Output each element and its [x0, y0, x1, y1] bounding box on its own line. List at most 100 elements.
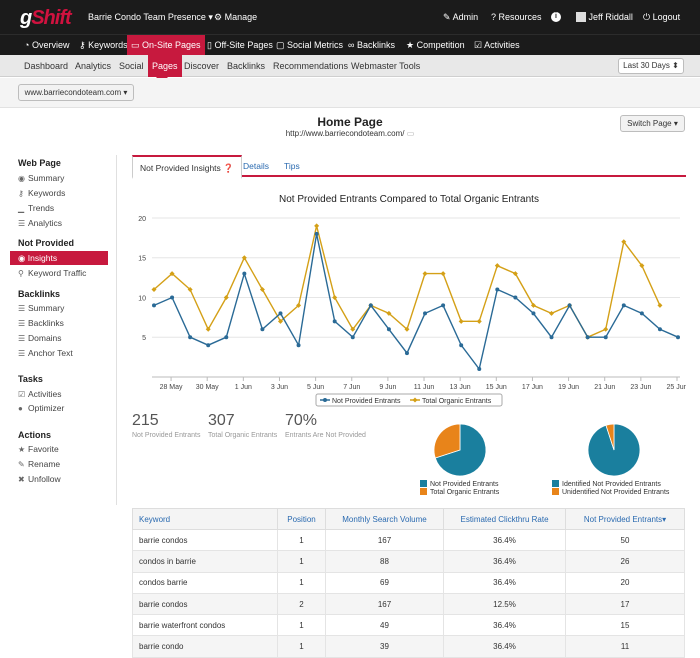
volume-cell: 88 — [325, 550, 444, 573]
data-point — [531, 311, 536, 316]
sidebar-item-analytics[interactable]: ☰ Analytics — [18, 218, 63, 228]
x-tick-label: 30 May — [196, 384, 219, 391]
main-nav: ◔ Overview ⚷ Keywords ▭ On-Site Pages ▯ … — [0, 34, 700, 56]
series-line-not-provided — [153, 233, 679, 371]
sidebar-item-keyword-traffic[interactable]: ⚲ Keyword Traffic — [18, 268, 87, 278]
entrants-cell: 50 — [565, 528, 685, 552]
nav-competition[interactable]: ★ Competition — [406, 40, 465, 50]
switch-page-button[interactable]: Switch Page ▾ — [620, 115, 685, 132]
sidebar-item-keywords[interactable]: ⚷ Keywords — [18, 188, 66, 198]
position-cell: 1 — [277, 614, 326, 637]
sidebar-item-bl-summary[interactable]: ☰ Summary — [18, 303, 65, 313]
y-tick-label: 20 — [138, 216, 146, 223]
data-point — [495, 287, 500, 292]
logout-link[interactable]: ⏻ Logout — [643, 12, 681, 22]
legend-marker-not-provided — [323, 398, 327, 402]
info-icon[interactable]: i — [551, 12, 561, 22]
nav-on-site-pages[interactable]: ▭ On-Site Pages — [127, 35, 205, 56]
col-not-provided-entrants[interactable]: Not Provided Entrants▾ — [565, 508, 685, 530]
nav-social-metrics[interactable]: ▢ Social Metrics — [276, 40, 344, 50]
page-url[interactable]: http://www.barriecondoteam.com/ ▭ — [285, 129, 415, 138]
pie1-legend-not-provided: Not Provided Entrants — [420, 480, 498, 488]
subnav-recommendations[interactable]: Recommendations — [273, 61, 349, 71]
data-point — [657, 302, 663, 308]
stat-total-organic-value: 307 — [208, 412, 235, 429]
subnav-webmaster-tools[interactable]: Webmaster Tools — [351, 61, 421, 71]
ctr-cell: 36.4% — [443, 550, 566, 573]
nav-backlinks[interactable]: ∞ Backlinks — [348, 40, 395, 50]
subnav-social[interactable]: Social — [119, 61, 144, 71]
x-tick-label: 13 Jun — [450, 384, 471, 391]
subnav-dashboard[interactable]: Dashboard — [24, 61, 69, 71]
x-tick-label: 28 May — [160, 384, 183, 391]
nav-off-site-pages[interactable]: ▯ Off-Site Pages — [207, 40, 273, 50]
data-point — [423, 311, 428, 316]
data-point — [621, 303, 626, 308]
subnav-analytics[interactable]: Analytics — [75, 61, 112, 71]
col-position[interactable]: Position — [277, 508, 326, 530]
user-menu[interactable]: Jeff Riddall — [576, 12, 633, 22]
series-line-total-organic — [153, 225, 661, 339]
resources-link[interactable]: ? Resources — [491, 12, 542, 22]
col-clickthru-rate[interactable]: Estimated Clickthru Rate — [443, 508, 566, 530]
gauge-icon: ◔ — [24, 40, 30, 50]
tab-not-provided-insights[interactable]: Not Provided Insights ❓ — [132, 155, 242, 179]
x-tick-label: 1 Jun — [235, 384, 252, 391]
power-icon: ⏻ — [643, 12, 651, 22]
nav-keywords[interactable]: ⚷ Keywords — [79, 40, 128, 50]
data-point — [368, 303, 373, 308]
sidebar-item-summary[interactable]: ◉ Summary — [18, 173, 65, 183]
nav-overview[interactable]: ◔ Overview — [24, 40, 70, 50]
col-keyword[interactable]: Keyword — [132, 508, 278, 530]
page-title: Home Page — [317, 115, 383, 129]
sidebar-item-trends[interactable]: ▁ Trends — [18, 203, 55, 213]
sidebar-item-bl-backlinks[interactable]: ☰ Backlinks — [18, 318, 64, 328]
sidebar-item-unfollow[interactable]: ✖ Unfollow — [18, 474, 61, 484]
star-icon: ★ — [18, 445, 26, 454]
nav-activities[interactable]: ☑ Activities — [474, 40, 520, 50]
subnav-backlinks[interactable]: Backlinks — [227, 61, 266, 71]
data-point — [242, 271, 247, 276]
y-tick-label: 15 — [138, 256, 146, 263]
chart-legend-box — [315, 393, 503, 407]
position-cell: 2 — [277, 592, 326, 616]
gshift-logo[interactable]: gShift — [20, 7, 72, 29]
legend-label-total-organic: Total Organic Entrants — [422, 398, 492, 405]
manage-link[interactable]: ⚙ Manage — [214, 12, 258, 22]
sidebar-item-activities[interactable]: ☑ Activities — [18, 389, 62, 399]
sidebar-item-favorite[interactable]: ★ Favorite — [18, 444, 59, 454]
data-point — [386, 327, 391, 332]
volume-cell: 49 — [325, 614, 444, 637]
data-point — [404, 351, 409, 356]
site-selector[interactable]: Barrie Condo Team Presence ▾ — [88, 12, 213, 22]
dashboard-icon: ◉ — [18, 174, 25, 183]
pie-chart-entrants — [433, 423, 487, 477]
data-point — [603, 335, 608, 340]
pie-slice — [605, 423, 615, 451]
sidebar-heading-backlinks: Backlinks — [18, 289, 61, 299]
date-range-select[interactable]: Last 30 Days ⬍ — [618, 58, 684, 74]
sidebar-item-anchor-text[interactable]: ☰ Anchor Text — [18, 348, 73, 358]
sidebar-item-rename[interactable]: ✎ Rename — [18, 459, 61, 469]
x-tick-label: 3 Jun — [271, 384, 288, 391]
pencil-icon: ✎ — [18, 460, 25, 469]
stat-percent-value: 70% — [285, 412, 318, 429]
sidebar-item-insights[interactable]: ◉ Insights — [10, 251, 108, 265]
data-point — [477, 367, 482, 372]
admin-link[interactable]: ✎ Admin — [443, 12, 479, 22]
tab-tips[interactable]: Tips — [284, 161, 300, 171]
subnav-discover[interactable]: Discover — [184, 61, 220, 71]
subnav-pages[interactable]: Pages — [148, 55, 182, 77]
tab-details[interactable]: Details — [243, 161, 269, 171]
x-tick-label: 5 Jun — [307, 384, 324, 391]
sidebar-item-optimizer[interactable]: ● Optimizer — [18, 403, 65, 413]
pie-slice — [433, 423, 461, 459]
sidebar-heading-tasks: Tasks — [18, 374, 43, 384]
chart-title: Not Provided Entrants Compared to Total … — [279, 194, 539, 205]
sidebar-heading-web-page: Web Page — [18, 158, 61, 168]
x-tick-label: 11 Jun — [414, 384, 435, 391]
domain-select[interactable]: www.barriecondoteam.com ▾ — [18, 84, 134, 101]
keyword-cell: barrie waterfront condos — [132, 614, 278, 637]
sidebar-item-domains[interactable]: ☰ Domains — [18, 333, 62, 343]
col-monthly-search-volume[interactable]: Monthly Search Volume — [325, 508, 444, 530]
